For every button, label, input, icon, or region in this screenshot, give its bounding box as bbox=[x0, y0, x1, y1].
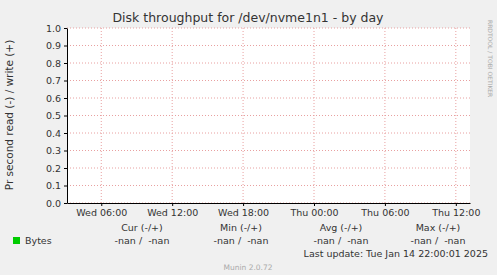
tick: 0.6 bbox=[46, 93, 67, 104]
tick-label: 0.7 bbox=[46, 75, 61, 86]
tick-label: 0.3 bbox=[46, 145, 61, 156]
side-label: RRDTOOL / TOBI OETIKER bbox=[487, 20, 494, 97]
grid-line bbox=[67, 203, 470, 204]
tick: 0.3 bbox=[46, 145, 67, 156]
legend-header: Max (-/+) bbox=[416, 222, 461, 233]
grid-line bbox=[67, 98, 470, 99]
tick-mark bbox=[64, 116, 67, 117]
tick-label: 1.0 bbox=[46, 23, 61, 34]
legend-value: -nan / -nan bbox=[314, 235, 369, 246]
tick-mark bbox=[64, 203, 67, 204]
tick-mark bbox=[64, 168, 67, 169]
tick-mark bbox=[64, 151, 67, 152]
tick-mark bbox=[385, 203, 386, 206]
tick-mark bbox=[64, 46, 67, 47]
legend-value: -nan / -nan bbox=[411, 235, 466, 246]
tick: Wed 18:00 bbox=[218, 203, 269, 218]
grid-line bbox=[67, 150, 470, 151]
tick-label: Thu 12:00 bbox=[431, 207, 480, 218]
tick-mark bbox=[64, 186, 67, 187]
tick-label: 0.6 bbox=[46, 93, 61, 104]
tick-label: Thu 06:00 bbox=[360, 207, 409, 218]
tick: 0.7 bbox=[46, 75, 67, 86]
tick: Wed 06:00 bbox=[76, 203, 127, 218]
grid-line bbox=[67, 28, 470, 29]
plot-area bbox=[67, 28, 470, 203]
tick: 1.0 bbox=[46, 23, 67, 34]
legend-value: -nan / -nan bbox=[115, 235, 170, 246]
grid-line bbox=[67, 115, 470, 116]
tick-label: Wed 12:00 bbox=[147, 207, 198, 218]
grid-line bbox=[101, 28, 102, 203]
grid-line bbox=[314, 28, 315, 203]
y-axis-title: Pr second read (-) / write (+) bbox=[3, 40, 15, 191]
tick-label: 0.0 bbox=[46, 198, 61, 209]
tick-mark bbox=[64, 28, 67, 29]
tick: Thu 12:00 bbox=[431, 203, 480, 218]
tick: Thu 06:00 bbox=[360, 203, 409, 218]
tick-label: 0.2 bbox=[46, 163, 61, 174]
legend-header: Avg (-/+) bbox=[320, 222, 363, 233]
tick-mark bbox=[64, 98, 67, 99]
legend-value: -nan / -nan bbox=[214, 235, 269, 246]
grid-line bbox=[172, 28, 173, 203]
grid-line bbox=[67, 185, 470, 186]
tick-label: Wed 18:00 bbox=[218, 207, 269, 218]
grid-line bbox=[384, 28, 385, 203]
footer: Munin 2.0.72 bbox=[223, 263, 272, 272]
tick: 0.2 bbox=[46, 163, 67, 174]
tick: 0.9 bbox=[46, 40, 67, 51]
tick-label: 0.9 bbox=[46, 40, 61, 51]
title: Disk throughput for /dev/nvme1n1 - by da… bbox=[112, 10, 384, 25]
tick-mark bbox=[64, 81, 67, 82]
tick: 0.5 bbox=[46, 110, 67, 121]
tick-mark bbox=[64, 63, 67, 64]
tick-label: Wed 06:00 bbox=[76, 207, 127, 218]
grid-line bbox=[67, 45, 470, 46]
legend-label: Bytes bbox=[25, 235, 52, 246]
tick: 0.0 bbox=[46, 198, 67, 209]
grid-line bbox=[243, 28, 244, 203]
legend-swatch bbox=[13, 237, 20, 244]
tick: 0.8 bbox=[46, 58, 67, 69]
tick-label: 0.5 bbox=[46, 110, 61, 121]
grid-line bbox=[67, 168, 470, 169]
tick-label: Thu 00:00 bbox=[289, 207, 338, 218]
tick-label: 0.8 bbox=[46, 58, 61, 69]
grid-line bbox=[67, 133, 470, 134]
tick: 0.4 bbox=[46, 128, 67, 139]
tick: Thu 00:00 bbox=[289, 203, 338, 218]
x-axis: Wed 06:00 Wed 12:00 Wed 18:00 Thu 00:00 Thu … bbox=[68, 203, 481, 218]
axis-line bbox=[67, 29, 68, 204]
tick-mark bbox=[456, 203, 457, 206]
tick: 0.1 bbox=[46, 180, 67, 191]
grid bbox=[67, 28, 470, 203]
tick-mark bbox=[64, 133, 67, 134]
background bbox=[0, 0, 497, 275]
grid-line bbox=[67, 63, 470, 64]
legend-header: Min (-/+) bbox=[220, 222, 262, 233]
tick: Wed 12:00 bbox=[147, 203, 198, 218]
tick-label: 0.1 bbox=[46, 180, 61, 191]
last-update: Last update: Tue Jan 14 22:00:01 2025 bbox=[304, 248, 488, 259]
tick-label: 0.4 bbox=[46, 128, 61, 139]
tick-mark bbox=[314, 203, 315, 206]
tick-mark bbox=[172, 203, 173, 206]
grid-line bbox=[67, 80, 470, 81]
tick-mark bbox=[101, 203, 102, 206]
chart: Wed 06:00 Wed 12:00 Wed 18:00 Thu 00:00 Thu … bbox=[0, 0, 497, 275]
tick-mark bbox=[243, 203, 244, 206]
axis-line bbox=[68, 203, 471, 204]
grid-line bbox=[455, 28, 456, 203]
y-axis: 0.0 0.1 0.2 0.3 0.4 0.5 0.6 0.7 0.8 0.9 1.0 bbox=[46, 23, 68, 209]
legend-header: Cur (-/+) bbox=[121, 222, 163, 233]
